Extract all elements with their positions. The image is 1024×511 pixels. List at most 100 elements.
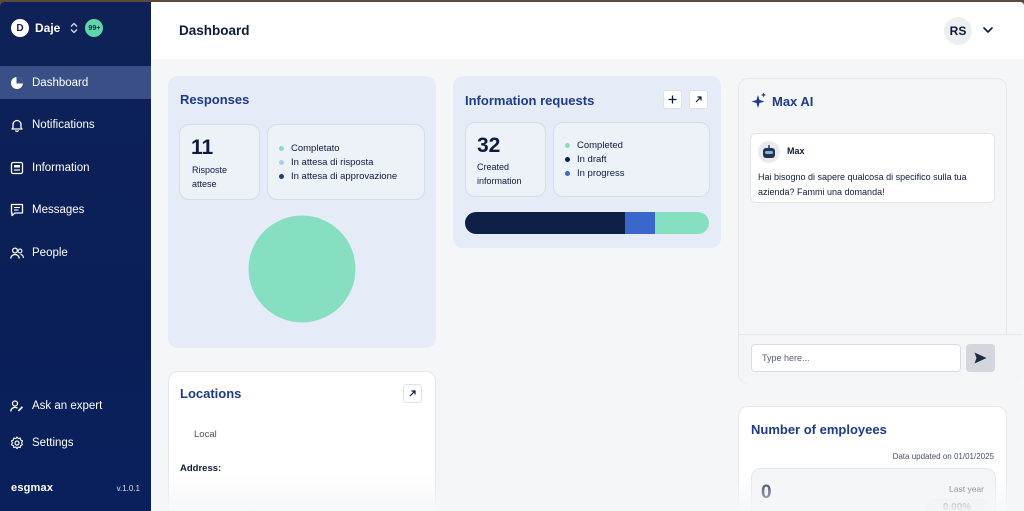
card-title: Information requests	[465, 93, 595, 108]
legend-item: In draft	[565, 152, 625, 166]
sidebar-item-notifications[interactable]: Notifications	[0, 108, 151, 141]
arrow-up-right-icon	[695, 96, 702, 103]
sidebar-item-label: Ask an expert	[32, 399, 103, 412]
legend-label: Completato	[291, 142, 340, 154]
brand-logo: esgmax	[11, 482, 54, 494]
legend-dot	[279, 145, 284, 151]
chat-composer	[739, 334, 1023, 384]
page-title: Dashboard	[179, 23, 250, 38]
legend-item: In attesa di approvazione	[279, 169, 397, 183]
arrow-up-right-icon	[409, 390, 416, 397]
sidebar-item-people[interactable]: People	[0, 236, 151, 269]
responses-count: 11	[191, 136, 214, 159]
top-header: Dashboard RS	[151, 2, 1024, 59]
locations-card: Locations Local Address:	[168, 371, 436, 511]
employees-count: 0	[761, 482, 772, 503]
sidebar-item-label: Settings	[32, 436, 74, 449]
chat-input[interactable]	[751, 344, 961, 372]
sidebar-item-messages[interactable]: Messages	[0, 193, 151, 226]
sidebar-item-label: People	[32, 246, 68, 259]
pie-slice-completato	[248, 215, 356, 323]
responses-card: Responses 11 Risposte attese Completato …	[168, 76, 436, 348]
bot-avatar	[758, 141, 780, 163]
requests-status-bar	[465, 212, 709, 234]
sidebar: D Daje 99+ Dashboard Notifications Infor…	[0, 2, 151, 511]
bar-segment-in-progress	[624, 212, 656, 234]
org-name: Daje	[35, 21, 61, 35]
requests-count-label-1: Created	[477, 162, 510, 172]
sidebar-item-dashboard[interactable]: Dashboard	[0, 66, 151, 99]
chevron-down-icon[interactable]	[981, 23, 995, 37]
notification-count-badge: 99+	[85, 19, 104, 37]
sparkle-icon	[751, 92, 767, 115]
sidebar-item-ask-an-expert[interactable]: Ask an expert	[0, 389, 151, 422]
card-title: Number of employees	[751, 422, 887, 437]
card-title: Responses	[180, 92, 250, 107]
legend-dot	[565, 156, 570, 162]
bot-name: Max	[787, 146, 805, 156]
legend-label: In attesa di approvazione	[291, 170, 398, 182]
legend-label: In attesa di risposta	[291, 156, 374, 168]
expert-icon	[10, 399, 24, 413]
sidebar-item-label: Information	[32, 161, 90, 174]
open-locations-button[interactable]	[403, 384, 422, 403]
bot-message-text: Hai bisogno di sapere qualcosa di specif…	[758, 172, 967, 197]
responses-count-box: 11 Risposte attese	[179, 124, 260, 200]
legend-item: In attesa di risposta	[279, 155, 397, 169]
legend-dot	[279, 173, 284, 179]
requests-count: 32	[477, 134, 501, 157]
legend-dot	[565, 142, 570, 148]
legend-dot	[565, 170, 570, 176]
compare-label: Last year	[949, 484, 984, 494]
employees-value-box: 0 Last year 0.00%	[751, 468, 996, 511]
requests-count-label-2: information	[477, 176, 522, 186]
pie-chart-icon	[10, 76, 24, 90]
requests-legend-box: Completed In draft In progress	[553, 122, 710, 197]
app-version: v.1.0.1	[116, 484, 140, 493]
legend-item: Completato	[279, 141, 397, 155]
bar-segment-completed	[655, 212, 709, 234]
employees-card: Number of employees Data updated on 01/0…	[738, 406, 1007, 511]
location-name[interactable]: Local	[194, 429, 217, 440]
legend-dot	[279, 159, 284, 165]
org-avatar: D	[11, 19, 29, 37]
legend-label: In draft	[577, 153, 607, 165]
bell-icon	[10, 118, 24, 132]
responses-legend: Completato In attesa di risposta In atte…	[279, 141, 397, 183]
max-ai-card: Max AI Max Hai bisogno di sapere qualcos…	[738, 78, 1023, 384]
chevron-updown-icon	[70, 22, 78, 34]
sidebar-item-label: Messages	[32, 203, 85, 216]
send-icon	[974, 352, 987, 364]
robot-icon	[763, 145, 775, 158]
legend-label: Completed	[577, 139, 623, 151]
legend-label: In progress	[577, 167, 625, 179]
card-title: Max AI	[772, 94, 814, 109]
responses-count-label-2: attese	[192, 179, 217, 189]
plus-icon	[668, 95, 677, 104]
responses-legend-box: Completato In attesa di risposta In atte…	[267, 124, 425, 200]
responses-pie-chart	[248, 215, 356, 323]
open-requests-button[interactable]	[689, 90, 708, 109]
org-switcher[interactable]: D Daje 99+	[11, 19, 104, 37]
add-request-button[interactable]	[663, 90, 682, 109]
user-avatar[interactable]: RS	[944, 17, 972, 45]
send-button[interactable]	[966, 344, 995, 372]
gear-icon	[10, 435, 24, 450]
legend-item: Completed	[565, 138, 625, 152]
change-pill: 0.00%	[926, 499, 988, 511]
legend-item: In progress	[565, 166, 625, 180]
requests-count-box: 32 Created information	[465, 122, 546, 197]
message-icon	[10, 203, 24, 217]
data-updated-text: Data updated on 01/01/2025	[892, 452, 994, 461]
sidebar-item-information[interactable]: Information	[0, 151, 151, 184]
information-requests-card: Information requests 32 Created informat…	[453, 76, 721, 248]
bar-segment-in-draft	[465, 212, 625, 234]
sidebar-item-settings[interactable]: Settings	[0, 426, 151, 459]
sidebar-item-label: Notifications	[32, 118, 95, 131]
sidebar-item-label: Dashboard	[32, 76, 89, 89]
address-label: Address:	[180, 463, 222, 474]
ai-message: Max Hai bisogno di sapere qualcosa di sp…	[750, 133, 995, 203]
card-title: Locations	[180, 386, 242, 401]
requests-legend: Completed In draft In progress	[565, 138, 625, 180]
